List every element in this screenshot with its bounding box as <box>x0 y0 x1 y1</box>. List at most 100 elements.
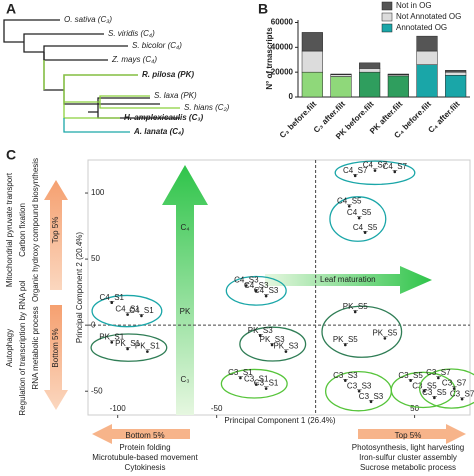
tree <box>3 19 180 133</box>
legend-label: Not in OG <box>396 1 432 10</box>
bar-segment <box>445 70 467 73</box>
annotation-term: Photosynthesis, light harvesting <box>352 443 465 452</box>
y-axis-label: Principal Component 2 (20.4%) <box>75 232 84 344</box>
point-label: C4_S3 <box>244 281 269 290</box>
annotation: Leaf maturation <box>320 275 376 284</box>
y-axis-label: N° of trnascripts <box>265 27 274 90</box>
bar-segment <box>301 50 323 73</box>
annotation: C₃ <box>180 375 189 384</box>
point <box>264 387 268 390</box>
y-tick-label: 40000 <box>271 42 294 51</box>
point <box>126 313 129 316</box>
group-ellipse <box>91 294 163 328</box>
legend-swatch <box>381 1 393 11</box>
arrow <box>44 180 68 290</box>
arrow <box>265 266 432 294</box>
bar-segment <box>387 73 409 75</box>
taxon-label: S. bicolor (C₄) <box>132 41 182 50</box>
bar-segment <box>330 73 352 75</box>
branch <box>3 19 128 61</box>
branch <box>43 60 180 119</box>
legend-swatch <box>381 23 393 33</box>
group-ellipse <box>419 368 474 409</box>
point <box>409 379 412 382</box>
annotation-head: Bottom 5% <box>125 431 164 440</box>
point-label: PK_S3 <box>260 335 285 344</box>
x-axis-label: Principal Component 1 (26.4%) <box>224 416 336 425</box>
annotation-term: Autophagy <box>5 329 14 367</box>
bar-segment <box>416 64 438 98</box>
point <box>245 284 248 287</box>
group-ellipse <box>239 326 307 362</box>
point-label: C4_S7 <box>383 162 408 171</box>
point-label: C3_S1 <box>228 368 253 377</box>
point <box>460 397 464 401</box>
annotation-head: Bottom 5% <box>51 328 60 367</box>
point <box>353 174 357 178</box>
annotation-term: Iron-sulfur cluster assembly <box>359 453 457 462</box>
point <box>393 170 397 174</box>
point-label: PK_S5 <box>333 335 358 344</box>
annotation-term: Sucrose metabolic process <box>360 463 456 472</box>
y-tick-label: 20000 <box>271 67 294 76</box>
point-label: PK_S5 <box>343 302 368 311</box>
annotation-term: Carbon fixation <box>18 203 27 257</box>
y-tick-label: 0 <box>91 320 96 329</box>
panel-label: B <box>258 1 268 17</box>
y-tick-label: 0 <box>289 92 294 101</box>
point <box>423 389 426 393</box>
panel-label: A <box>6 1 16 17</box>
point-label: C3_S7 <box>450 389 474 398</box>
point-label: C4_S3 <box>234 276 259 285</box>
point-label: C3_S3 <box>359 392 384 401</box>
point-label: C4_S1 <box>115 305 140 314</box>
x-tick-label: C₄ after.filt <box>426 99 461 134</box>
bar-segment <box>359 62 381 69</box>
taxon-label: H. amplexicaulis (C₃) <box>124 113 203 122</box>
point <box>140 314 143 318</box>
legend-label: Annotated OG <box>396 23 447 32</box>
point-label: C4_S5 <box>353 223 378 232</box>
bar-segment <box>359 68 381 73</box>
point-label: C3_S1 <box>254 379 279 388</box>
point-label: C4_S5 <box>337 196 362 205</box>
point <box>110 301 114 304</box>
arrow <box>92 424 190 444</box>
point-label: PK_S3 <box>273 342 298 351</box>
x-tick-label: C₃ before.filt <box>278 99 319 140</box>
point <box>254 383 258 386</box>
group-ellipse <box>220 368 288 399</box>
point-label: C4_S1 <box>129 306 154 315</box>
point-label: C3_S5 <box>412 381 437 390</box>
point <box>347 204 351 208</box>
taxon-label: S. viridis (C₄) <box>108 29 155 38</box>
arrow <box>162 165 208 415</box>
point-label: PK_S1 <box>135 342 160 351</box>
x-tick-label: -50 <box>211 404 223 413</box>
taxon-label: S. hians (C₂) <box>184 103 230 112</box>
point-label: C3_S5 <box>422 388 447 397</box>
annotation-term: Protein folding <box>119 443 170 452</box>
x-tick-label: -100 <box>110 404 127 413</box>
group-ellipse <box>321 305 403 358</box>
point <box>437 376 440 380</box>
point <box>383 337 387 340</box>
point-label: C3_S3 <box>347 381 372 390</box>
bar-segment <box>330 76 352 98</box>
annotation-head: Top 5% <box>395 431 422 440</box>
point <box>452 387 456 390</box>
point <box>239 376 242 380</box>
x-tick-label: 50 <box>410 404 419 413</box>
branch <box>63 118 130 133</box>
bar-segment <box>445 75 467 98</box>
annotation-term: Cytokinesis <box>125 463 166 472</box>
point <box>264 294 268 298</box>
y-tick-label: -50 <box>91 386 103 395</box>
point <box>126 347 129 351</box>
taxon-label: Z. mays (C₄) <box>111 55 157 64</box>
point <box>110 341 114 344</box>
arrow <box>358 424 466 444</box>
bar-segment <box>301 32 323 52</box>
point-label: C3_S1 <box>244 375 269 384</box>
